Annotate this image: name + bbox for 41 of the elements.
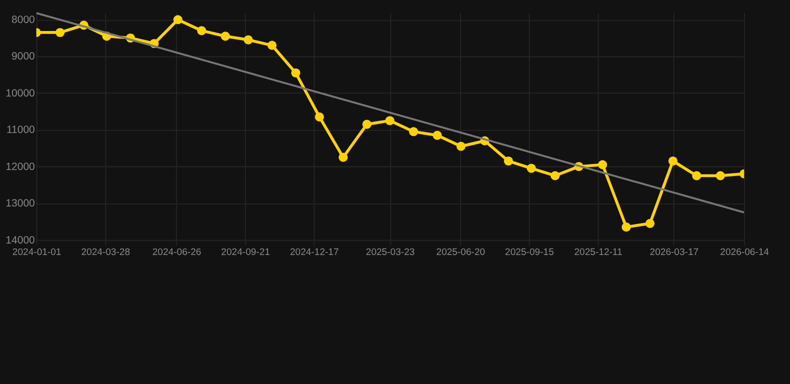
point <box>668 156 678 166</box>
point <box>432 130 442 140</box>
x-tick-label: 2024-01-01 <box>12 246 62 258</box>
y-tick-label: 13000 <box>6 198 36 210</box>
point <box>716 171 725 180</box>
x-tick-label: 2025-09-15 <box>505 246 554 258</box>
point <box>598 160 608 170</box>
point <box>267 40 277 50</box>
x-tick-label: 2026-06-14 <box>720 246 770 258</box>
point <box>244 35 253 44</box>
point <box>409 127 418 136</box>
x-tick-label: 2025-12-11 <box>574 246 622 258</box>
x-tick-label: 2025-03-23 <box>366 246 415 258</box>
x-tick-label: 2024-09-21 <box>221 246 270 258</box>
y-tick-label: 14000 <box>6 234 36 246</box>
point <box>456 142 466 151</box>
x-tick-label: 2024-06-26 <box>152 246 202 258</box>
x-tick-label: 2024-12-17 <box>290 246 339 258</box>
y-tick-label: 10000 <box>6 87 36 100</box>
point <box>504 156 513 166</box>
y-tick-label: 12000 <box>6 160 36 173</box>
point <box>385 116 394 126</box>
y-tick-label: 8000 <box>12 14 36 26</box>
x-tick-label: 2026-03-17 <box>650 246 699 258</box>
x-tick-label: 2024-03-28 <box>81 246 130 258</box>
point <box>526 164 536 173</box>
point <box>622 222 631 232</box>
point <box>56 28 65 38</box>
point <box>645 218 655 228</box>
point <box>173 15 182 24</box>
y-tick-label: 9000 <box>12 50 36 63</box>
point <box>362 120 372 129</box>
point <box>314 112 324 122</box>
point <box>197 26 206 36</box>
point <box>692 171 702 180</box>
point <box>220 32 230 41</box>
point <box>550 171 560 180</box>
x-tick-label: 2025-06-20 <box>436 246 486 258</box>
y-tick-label: 11000 <box>6 124 36 136</box>
point <box>338 152 348 162</box>
point <box>291 68 300 78</box>
